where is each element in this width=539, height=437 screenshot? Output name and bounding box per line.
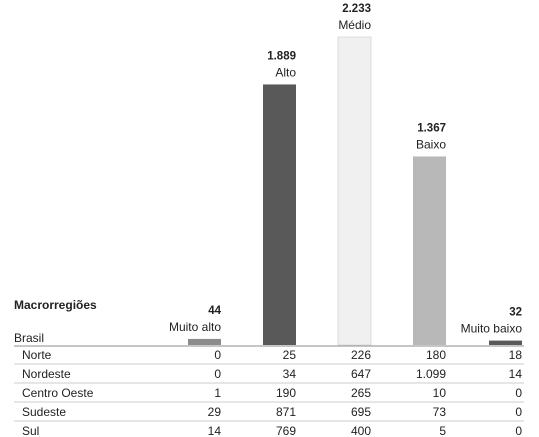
table-cell: 0	[515, 424, 522, 437]
bars-group: Muito alto 44 Alto 1.889 Médio 2.233 Baixo 1.36…	[169, 3, 523, 346]
bar-muito-baixo	[489, 340, 522, 345]
table-cell: 871	[276, 405, 296, 419]
value-label-médio: 2.233	[342, 3, 371, 15]
category-label-muito-alto: Muito alto	[169, 320, 221, 334]
bar-muito-alto	[188, 338, 221, 345]
value-label-muito-baixo: 32	[509, 307, 522, 319]
table-cell: 14	[208, 424, 222, 437]
value-label-alto: 1.889	[267, 50, 296, 62]
row-label-sudeste: Sudeste	[22, 405, 66, 419]
table-cell: 5	[439, 424, 446, 437]
table-cell: 10	[433, 386, 447, 400]
table-cell: 180	[426, 348, 446, 362]
table-cell: 18	[509, 348, 523, 362]
table-cell: 1.099	[416, 367, 446, 381]
table-cell: 29	[208, 405, 222, 419]
value-label-muito-alto: 44	[208, 305, 221, 317]
table-heading: Macrorregiões	[14, 298, 97, 312]
table-cell: 14	[509, 367, 523, 381]
table-cell: 695	[351, 405, 371, 419]
table-cell: 647	[351, 367, 371, 381]
table-cell: 34	[283, 367, 297, 381]
category-label-baixo: Baixo	[416, 137, 446, 151]
table-cell: 25	[283, 348, 297, 362]
bar-alto	[263, 84, 296, 345]
row-label-nordeste: Nordeste	[22, 367, 71, 381]
row-label-norte: Norte	[22, 348, 52, 362]
table-cell: 0	[214, 367, 221, 381]
table-cell: 226	[351, 348, 371, 362]
category-label-médio: Médio	[338, 18, 371, 32]
bar-médio	[337, 36, 372, 346]
value-label-baixo: 1.367	[417, 122, 446, 134]
table-cell: 400	[351, 424, 371, 437]
category-label-muito-baixo: Muito baixo	[461, 322, 523, 336]
table-cell: 0	[214, 348, 221, 362]
row-label-centro-oeste: Centro Oeste	[22, 386, 94, 400]
row-label-sul: Sul	[22, 424, 39, 437]
table-cell: 0	[515, 405, 522, 419]
table-cell: 0	[515, 386, 522, 400]
bar-baixo	[413, 156, 446, 345]
table-cell: 265	[351, 386, 371, 400]
region-table: Norte 0 25 226 180 18 Nordeste 0 34 647 1.099 14 Cen…	[14, 345, 524, 437]
table-cell: 73	[433, 405, 447, 419]
total-row-label: Brasil	[14, 331, 44, 345]
category-label-alto: Alto	[275, 65, 296, 79]
table-cell: 1	[214, 386, 221, 400]
table-cell: 769	[276, 424, 296, 437]
table-cell: 190	[276, 386, 296, 400]
